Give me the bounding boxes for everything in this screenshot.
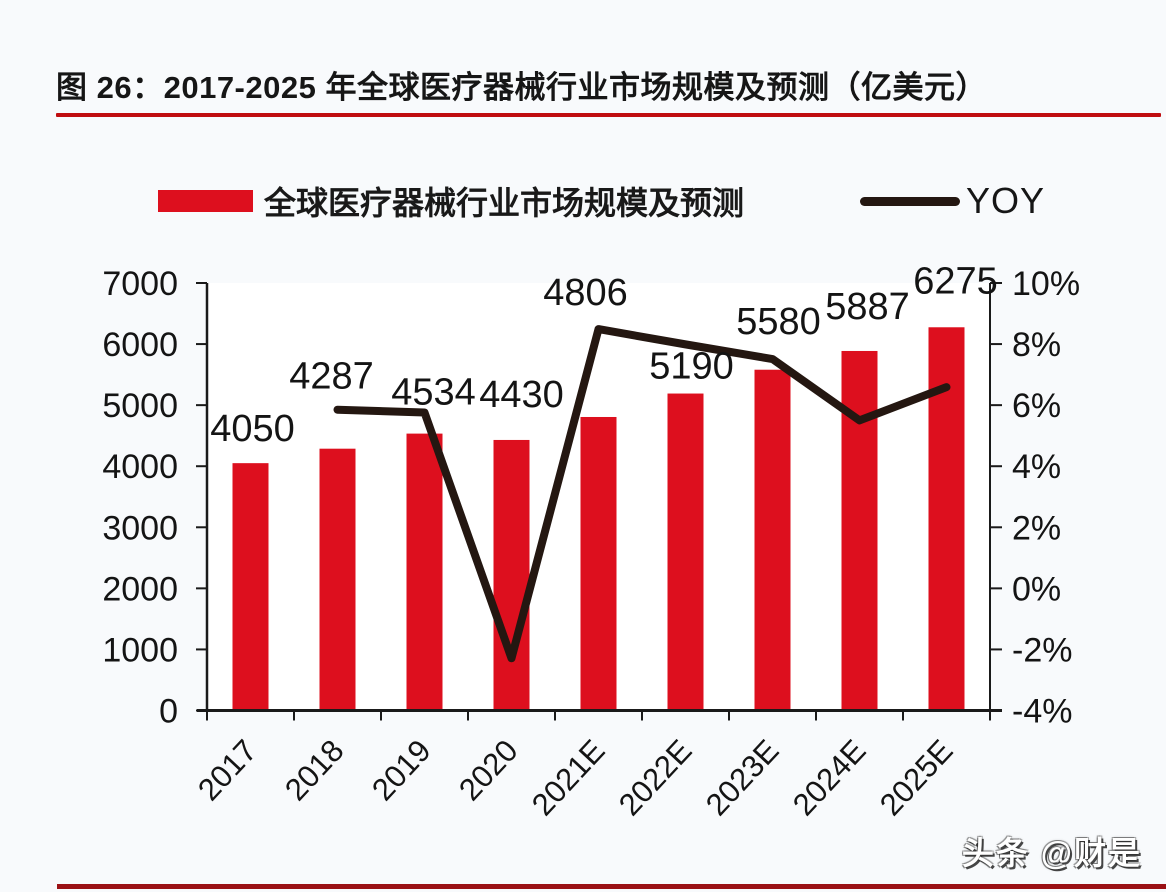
- y-right-tick-label: -4%: [1012, 693, 1072, 731]
- y-right-tick-label: 10%: [1012, 265, 1080, 303]
- bar-2022E: [667, 393, 704, 711]
- y-left-tick-label: 1000: [102, 631, 178, 669]
- bottom-rule: [57, 884, 1166, 889]
- y-right-tick-label: 6%: [1012, 387, 1061, 425]
- legend-bar-swatch: [158, 190, 253, 212]
- data-label-4287: 4287: [289, 356, 374, 398]
- x-label-2022E: 2022E: [612, 733, 699, 822]
- data-label-4806: 4806: [543, 272, 628, 314]
- yoy-line: [333, 325, 951, 663]
- data-label-5190: 5190: [649, 345, 734, 387]
- legend-bar-label: 全球医疗器械行业市场规模及预测: [264, 185, 745, 221]
- y-right-tick-label: 0%: [1012, 570, 1061, 608]
- y-right-tick-label: 4%: [1012, 448, 1061, 486]
- figure-title: 图 26：2017-2025 年全球医疗器械行业市场规模及预测（亿美元）: [56, 70, 987, 105]
- y-right-tick-label: -2%: [1012, 631, 1072, 669]
- y-left-tick-label: 7000: [102, 265, 178, 303]
- data-label-4430: 4430: [479, 374, 564, 416]
- y-right-tick-label: 8%: [1012, 326, 1061, 364]
- y-left-tick-label: 3000: [102, 509, 178, 547]
- bar-2023E: [754, 369, 791, 711]
- data-label-5580: 5580: [736, 301, 821, 343]
- bar-2021E: [580, 416, 617, 711]
- y-left-tick-label: 4000: [102, 448, 178, 486]
- data-label-4050: 4050: [210, 408, 295, 450]
- y-left-tick-label: 5000: [102, 387, 178, 425]
- bar-2018: [319, 448, 356, 711]
- bar-2020: [493, 439, 530, 711]
- x-label-2018: 2018: [278, 733, 351, 807]
- x-label-2025E: 2025E: [873, 733, 960, 822]
- y-left-tick-label: 0: [159, 693, 178, 731]
- data-label-5887: 5887: [825, 286, 910, 328]
- watermark: 头条 @财是: [961, 835, 1142, 871]
- legend-line-label: YOY: [966, 180, 1046, 221]
- bar-2017: [232, 463, 269, 711]
- legend-line-swatch: [860, 197, 960, 206]
- x-label-2023E: 2023E: [699, 733, 786, 822]
- data-label-4534: 4534: [391, 371, 476, 413]
- data-label-6275: 6275: [913, 260, 998, 302]
- bar-2024E: [841, 350, 878, 711]
- bar-2019: [406, 433, 443, 711]
- x-label-2024E: 2024E: [786, 733, 873, 822]
- title-underline: [56, 113, 1161, 117]
- y-left-tick-label: 6000: [102, 326, 178, 364]
- x-label-2021E: 2021E: [525, 733, 612, 822]
- x-label-2019: 2019: [365, 733, 438, 807]
- x-label-2020: 2020: [452, 733, 525, 807]
- y-right-tick-label: 2%: [1012, 509, 1061, 547]
- y-left-tick-label: 2000: [102, 570, 178, 608]
- x-label-2017: 2017: [191, 733, 264, 807]
